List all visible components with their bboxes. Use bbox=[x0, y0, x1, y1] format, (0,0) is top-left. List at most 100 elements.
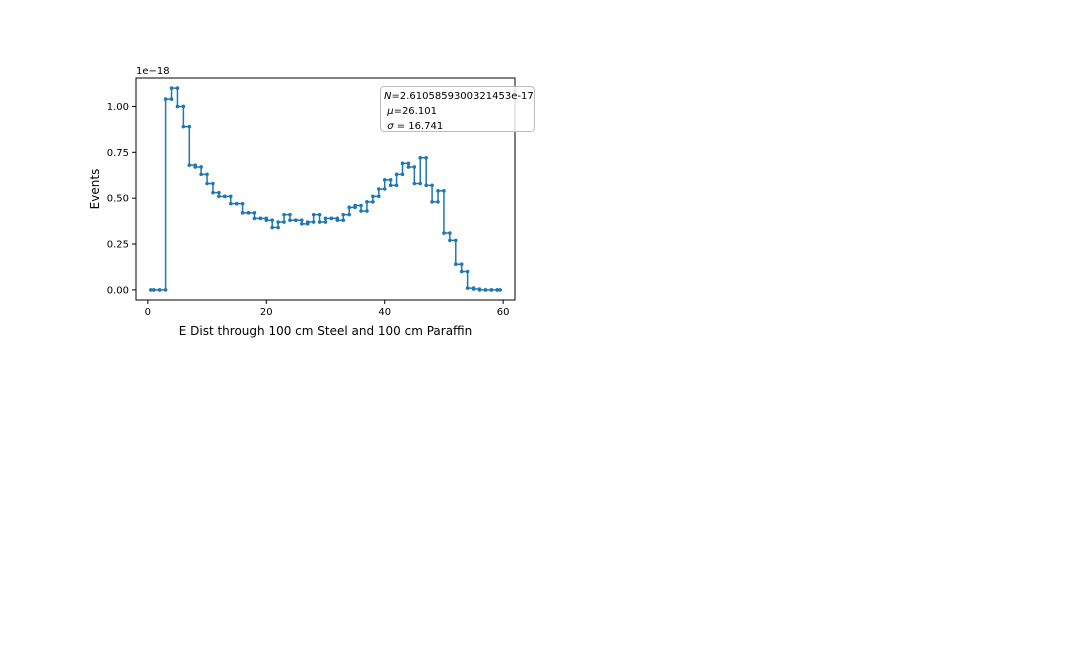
data-point bbox=[347, 205, 351, 210]
data-point bbox=[199, 172, 203, 177]
data-point bbox=[406, 161, 411, 166]
data-point bbox=[453, 262, 458, 267]
data-point bbox=[498, 288, 502, 292]
data-point bbox=[270, 218, 275, 222]
data-point bbox=[353, 203, 357, 208]
data-point bbox=[382, 187, 387, 191]
data-point bbox=[169, 86, 174, 90]
data-point bbox=[371, 200, 375, 204]
data-point bbox=[151, 288, 156, 292]
data-point bbox=[300, 218, 304, 222]
data-point bbox=[282, 220, 286, 224]
legend-sigma: σ = 16.741 bbox=[387, 121, 444, 132]
data-point bbox=[288, 218, 292, 222]
data-point bbox=[323, 216, 328, 221]
data-point bbox=[193, 165, 198, 169]
data-point bbox=[412, 181, 417, 186]
data-point bbox=[465, 286, 470, 290]
data-point bbox=[258, 216, 263, 221]
data-point bbox=[436, 189, 440, 193]
data-point bbox=[471, 287, 476, 291]
data-point bbox=[483, 288, 488, 292]
data-point bbox=[465, 269, 470, 274]
x-axis: 0 20 40 60 bbox=[145, 300, 510, 318]
data-point bbox=[442, 189, 446, 193]
data-point bbox=[175, 104, 180, 109]
data-point bbox=[240, 201, 245, 206]
data-point bbox=[252, 211, 257, 215]
data-point bbox=[282, 212, 286, 217]
data-point bbox=[412, 165, 417, 169]
plot-area: 0 20 40 60 0.00 0.25 0.50 0.75 1.00 bbox=[107, 77, 516, 318]
data-point bbox=[294, 218, 298, 222]
data-point bbox=[359, 203, 363, 208]
data-point bbox=[347, 212, 351, 217]
data-point bbox=[394, 183, 399, 188]
data-point bbox=[223, 194, 227, 199]
y-tick-label: 0.75 bbox=[107, 148, 129, 159]
data-point bbox=[311, 220, 316, 224]
x-tick-label: 40 bbox=[378, 307, 391, 318]
data-point bbox=[187, 124, 192, 129]
data-point bbox=[205, 172, 209, 177]
data-point bbox=[365, 209, 369, 213]
x-tick-label: 20 bbox=[260, 307, 273, 318]
data-point bbox=[181, 124, 186, 129]
legend-mu: μ=26.101 bbox=[387, 106, 437, 117]
data-point bbox=[175, 86, 180, 90]
data-point bbox=[252, 216, 257, 221]
y-tick-label: 0.00 bbox=[107, 285, 129, 296]
data-point bbox=[394, 172, 399, 177]
data-point bbox=[276, 225, 280, 230]
stats-legend: N=2.6105859300321453e-17 μ=26.101 σ = 16… bbox=[380, 86, 535, 132]
data-point bbox=[228, 194, 233, 199]
data-point bbox=[406, 165, 411, 169]
data-point bbox=[400, 172, 405, 177]
y-axis: 0.00 0.25 0.50 0.75 1.00 bbox=[107, 102, 136, 296]
data-point bbox=[246, 211, 251, 215]
data-point bbox=[477, 288, 482, 292]
data-point bbox=[163, 288, 168, 292]
data-point bbox=[376, 194, 381, 199]
data-point bbox=[149, 288, 153, 292]
y-offset-label: 1e−18 bbox=[136, 66, 170, 77]
data-point bbox=[424, 183, 428, 188]
data-point bbox=[264, 218, 269, 222]
data-point bbox=[163, 97, 168, 101]
data-point bbox=[430, 200, 434, 204]
data-point bbox=[205, 181, 209, 186]
data-point bbox=[359, 209, 363, 213]
data-point bbox=[448, 238, 452, 243]
data-point bbox=[181, 104, 186, 109]
data-point bbox=[459, 269, 464, 274]
data-point bbox=[424, 156, 428, 160]
data-point bbox=[228, 201, 233, 206]
data-point bbox=[323, 220, 328, 224]
axes-frame bbox=[135, 77, 516, 301]
data-point bbox=[453, 238, 458, 243]
data-point bbox=[495, 288, 500, 292]
x-axis-label: E Dist through 100 cm Steel and 100 cm P… bbox=[179, 324, 473, 338]
legend-n: N=2.6105859300321453e-17 bbox=[384, 91, 534, 102]
data-point bbox=[187, 163, 192, 167]
series-markers bbox=[149, 86, 502, 292]
data-point bbox=[240, 211, 245, 215]
data-point bbox=[448, 231, 452, 235]
data-point bbox=[400, 161, 405, 166]
data-point bbox=[169, 97, 174, 101]
data-point bbox=[300, 222, 304, 226]
data-point bbox=[311, 212, 316, 217]
data-point bbox=[317, 212, 322, 217]
y-tick-label: 0.25 bbox=[107, 240, 129, 251]
data-point bbox=[217, 190, 221, 195]
data-point bbox=[157, 288, 162, 292]
data-point bbox=[270, 225, 275, 230]
data-point bbox=[418, 181, 423, 186]
data-point bbox=[365, 200, 369, 204]
data-point bbox=[382, 178, 387, 182]
data-point bbox=[341, 218, 346, 222]
y-tick-label: 1.00 bbox=[107, 102, 129, 113]
data-point bbox=[317, 220, 322, 224]
y-axis-label: Events bbox=[88, 169, 102, 210]
